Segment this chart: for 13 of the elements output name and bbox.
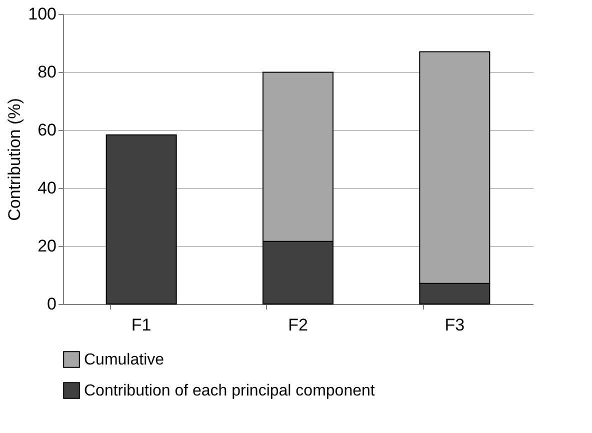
y-tick-label: 100 xyxy=(28,4,56,24)
y-tick-label: 80 xyxy=(38,62,56,82)
bar xyxy=(106,134,177,304)
y-tick-label: 0 xyxy=(47,294,56,314)
y-axis-title: Contribution (%) xyxy=(5,98,24,221)
legend-label: Cumulative xyxy=(84,352,164,368)
x-tick-label: F2 xyxy=(288,316,308,334)
y-tick-label: 60 xyxy=(38,120,56,140)
x-tick-label: F3 xyxy=(444,316,465,334)
y-tick-label: 20 xyxy=(38,236,56,256)
legend-label: Contribution of each principal component xyxy=(84,382,376,400)
y-tick-label: 40 xyxy=(38,178,56,198)
x-tick-label: F1 xyxy=(131,316,152,334)
